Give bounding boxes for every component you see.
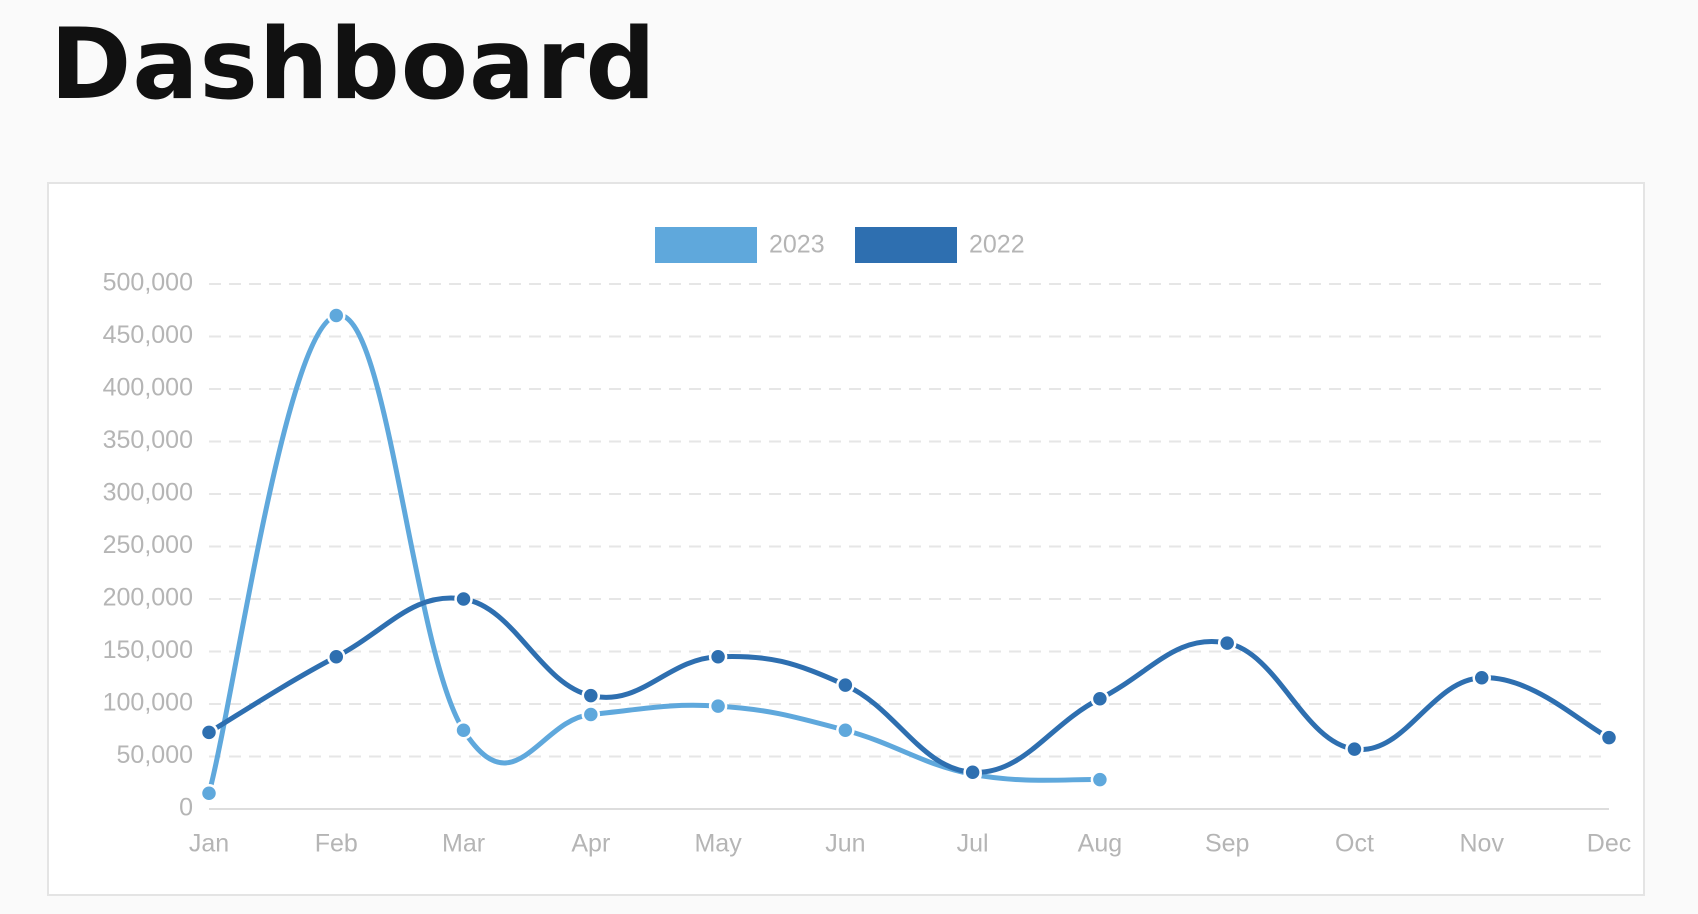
data-point [963,763,982,782]
data-point [454,721,473,740]
x-tick-label: Mar [442,830,485,858]
y-tick-label: 500,000 [103,269,193,297]
data-point [327,647,346,666]
data-point [199,723,219,742]
data-point [1599,728,1619,747]
legend-swatch [855,227,957,263]
x-tick-label: Sep [1205,830,1249,858]
y-tick-label: 350,000 [103,426,193,454]
data-point [836,721,855,740]
page-title: Dashboard [50,8,657,122]
y-tick-label: 300,000 [103,479,193,507]
data-point [1090,689,1110,708]
data-point [199,784,219,803]
x-tick-label: Dec [1587,830,1631,858]
x-tick-label: Jun [825,830,865,858]
series-line [206,312,1101,794]
data-point [1345,739,1364,759]
x-tick-label: Nov [1459,830,1504,858]
x-tick-label: Aug [1078,830,1122,858]
data-point [1217,633,1237,653]
data-point [836,675,855,695]
y-tick-label: 150,000 [103,636,193,664]
chart-card [47,182,1645,896]
data-point [708,696,728,716]
data-point [581,686,601,705]
legend-label: 2022 [969,231,1025,259]
data-point [454,589,473,609]
legend-label: 2023 [769,231,825,259]
y-tick-label: 400,000 [103,374,193,402]
x-tick-label: Oct [1335,830,1374,858]
data-point [1472,668,1491,687]
x-tick-label: Jan [189,830,229,858]
y-tick-label: 200,000 [103,584,193,612]
data-point [1090,770,1110,789]
y-tick-label: 50,000 [117,741,193,769]
x-tick-label: Feb [315,830,358,858]
y-tick-label: 100,000 [103,689,193,717]
data-point [327,306,346,325]
x-tick-label: Apr [571,830,610,858]
y-tick-label: 0 [179,794,193,822]
series-line [207,595,1611,775]
legend-swatch [655,227,757,263]
x-tick-label: May [694,830,742,858]
x-tick-label: Jul [957,830,989,858]
y-tick-label: 250,000 [103,531,193,559]
data-point [581,705,601,724]
data-point [708,647,728,666]
y-tick-label: 450,000 [103,321,193,349]
